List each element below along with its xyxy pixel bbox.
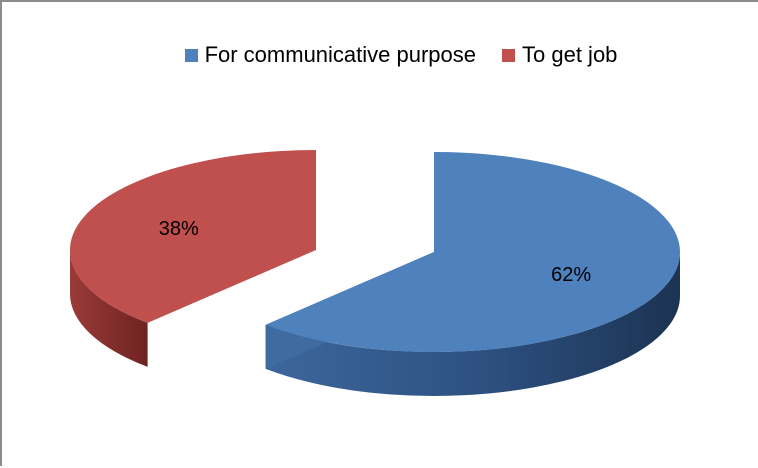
pie-slice-communicative-side — [265, 252, 680, 397]
pie-slice-job — [69, 150, 316, 367]
pie-slice-communicative-top — [265, 152, 680, 353]
pie-label-job: 38% — [159, 218, 199, 240]
chart-legend: For communicative purpose To get job — [2, 42, 758, 68]
legend-label-job: To get job — [522, 42, 618, 67]
pie-label-communicative: 62% — [551, 264, 591, 286]
legend-item-communicative: For communicative purpose — [184, 42, 477, 68]
legend-label-communicative: For communicative purpose — [204, 42, 477, 67]
legend-swatch-communicative — [184, 48, 198, 62]
legend-item-job: To get job — [502, 42, 617, 68]
pie-slice-job-side — [69, 250, 148, 367]
pie-slice-job-top — [69, 150, 316, 323]
pie-slice-communicative — [265, 152, 680, 397]
legend-swatch-job — [502, 48, 516, 62]
